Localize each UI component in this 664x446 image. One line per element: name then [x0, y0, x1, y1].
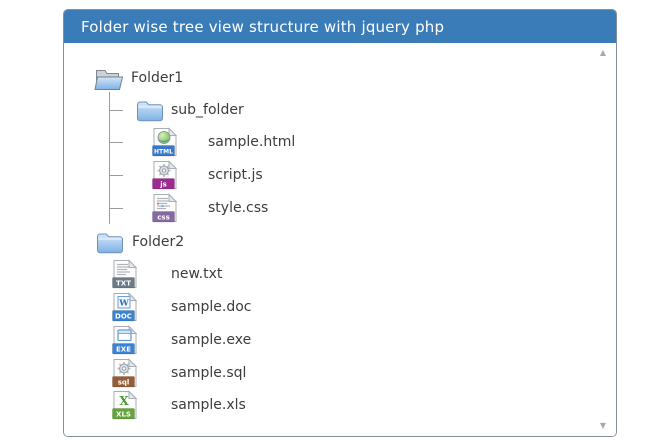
file-badge: HTML	[154, 148, 173, 155]
closed-folder-icon	[96, 231, 124, 254]
svg-text:W: W	[118, 299, 129, 309]
tree-connector	[110, 208, 123, 209]
open-folder-icon	[94, 65, 125, 91]
file-badge: EXE	[116, 345, 131, 353]
scroll-up-icon[interactable]: ▲	[599, 48, 606, 57]
tree-item-script-js[interactable]: js script.js	[64, 159, 602, 191]
tree-item-sample-sql[interactable]: sql sample.sql	[64, 357, 602, 389]
doc-file-icon: W DOC	[112, 292, 138, 322]
tree-item-label: sample.xls	[171, 397, 246, 413]
tree-item-style-css[interactable]: css style.css	[64, 192, 602, 224]
panel-header: Folder wise tree view structure with jqu…	[64, 10, 616, 43]
tree-view: Folder1 sub_folder	[64, 43, 616, 436]
panel-title: Folder wise tree view structure with jqu…	[81, 17, 445, 36]
tree-branch-line	[109, 92, 110, 224]
tree-item-sub-folder[interactable]: sub_folder	[64, 94, 602, 126]
scroll-down-icon[interactable]: ▼	[599, 421, 606, 430]
tree-connector	[110, 142, 123, 143]
file-badge: css	[157, 213, 169, 221]
tree-item-sample-doc[interactable]: W DOC sample.doc	[64, 291, 602, 323]
file-badge: DOC	[115, 312, 132, 320]
tree-item-sample-exe[interactable]: EXE sample.exe	[64, 324, 602, 356]
txt-file-icon: TXT	[112, 259, 138, 289]
file-badge: sql	[118, 378, 130, 386]
tree-item-folder2[interactable]: Folder2	[64, 226, 602, 258]
xls-file-icon: X XLS	[112, 390, 138, 420]
file-badge: XLS	[116, 410, 131, 418]
svg-text:X: X	[119, 394, 129, 408]
tree-item-label: sample.sql	[171, 365, 247, 381]
exe-file-icon: EXE	[112, 325, 138, 355]
tree-connector	[110, 110, 123, 111]
file-badge: js	[159, 180, 167, 188]
tree-item-folder1[interactable]: Folder1	[64, 62, 602, 94]
tree-item-label: sub_folder	[171, 102, 244, 118]
tree-item-label: script.js	[208, 167, 263, 183]
tree-item-label: sample.exe	[171, 332, 252, 348]
closed-folder-icon	[136, 99, 164, 122]
css-file-icon: css	[152, 193, 178, 223]
tree-item-label: sample.doc	[171, 299, 252, 315]
tree-item-new-txt[interactable]: TXT new.txt	[64, 258, 602, 290]
tree-item-label: Folder1	[131, 70, 184, 86]
tree-panel: Folder wise tree view structure with jqu…	[63, 9, 617, 437]
tree-item-label: Folder2	[132, 234, 185, 250]
tree-item-label: sample.html	[208, 134, 296, 150]
tree-connector	[110, 175, 123, 176]
tree-item-sample-xls[interactable]: X XLS sample.xls	[64, 389, 602, 421]
html-file-icon: HTML	[152, 127, 178, 157]
sql-file-icon: sql	[112, 358, 138, 388]
file-badge: TXT	[116, 279, 131, 287]
tree-item-label: new.txt	[171, 266, 223, 282]
js-file-icon: js	[152, 160, 178, 190]
tree-item-label: style.css	[208, 200, 269, 216]
tree-item-sample-html[interactable]: HTML sample.html	[64, 126, 602, 158]
